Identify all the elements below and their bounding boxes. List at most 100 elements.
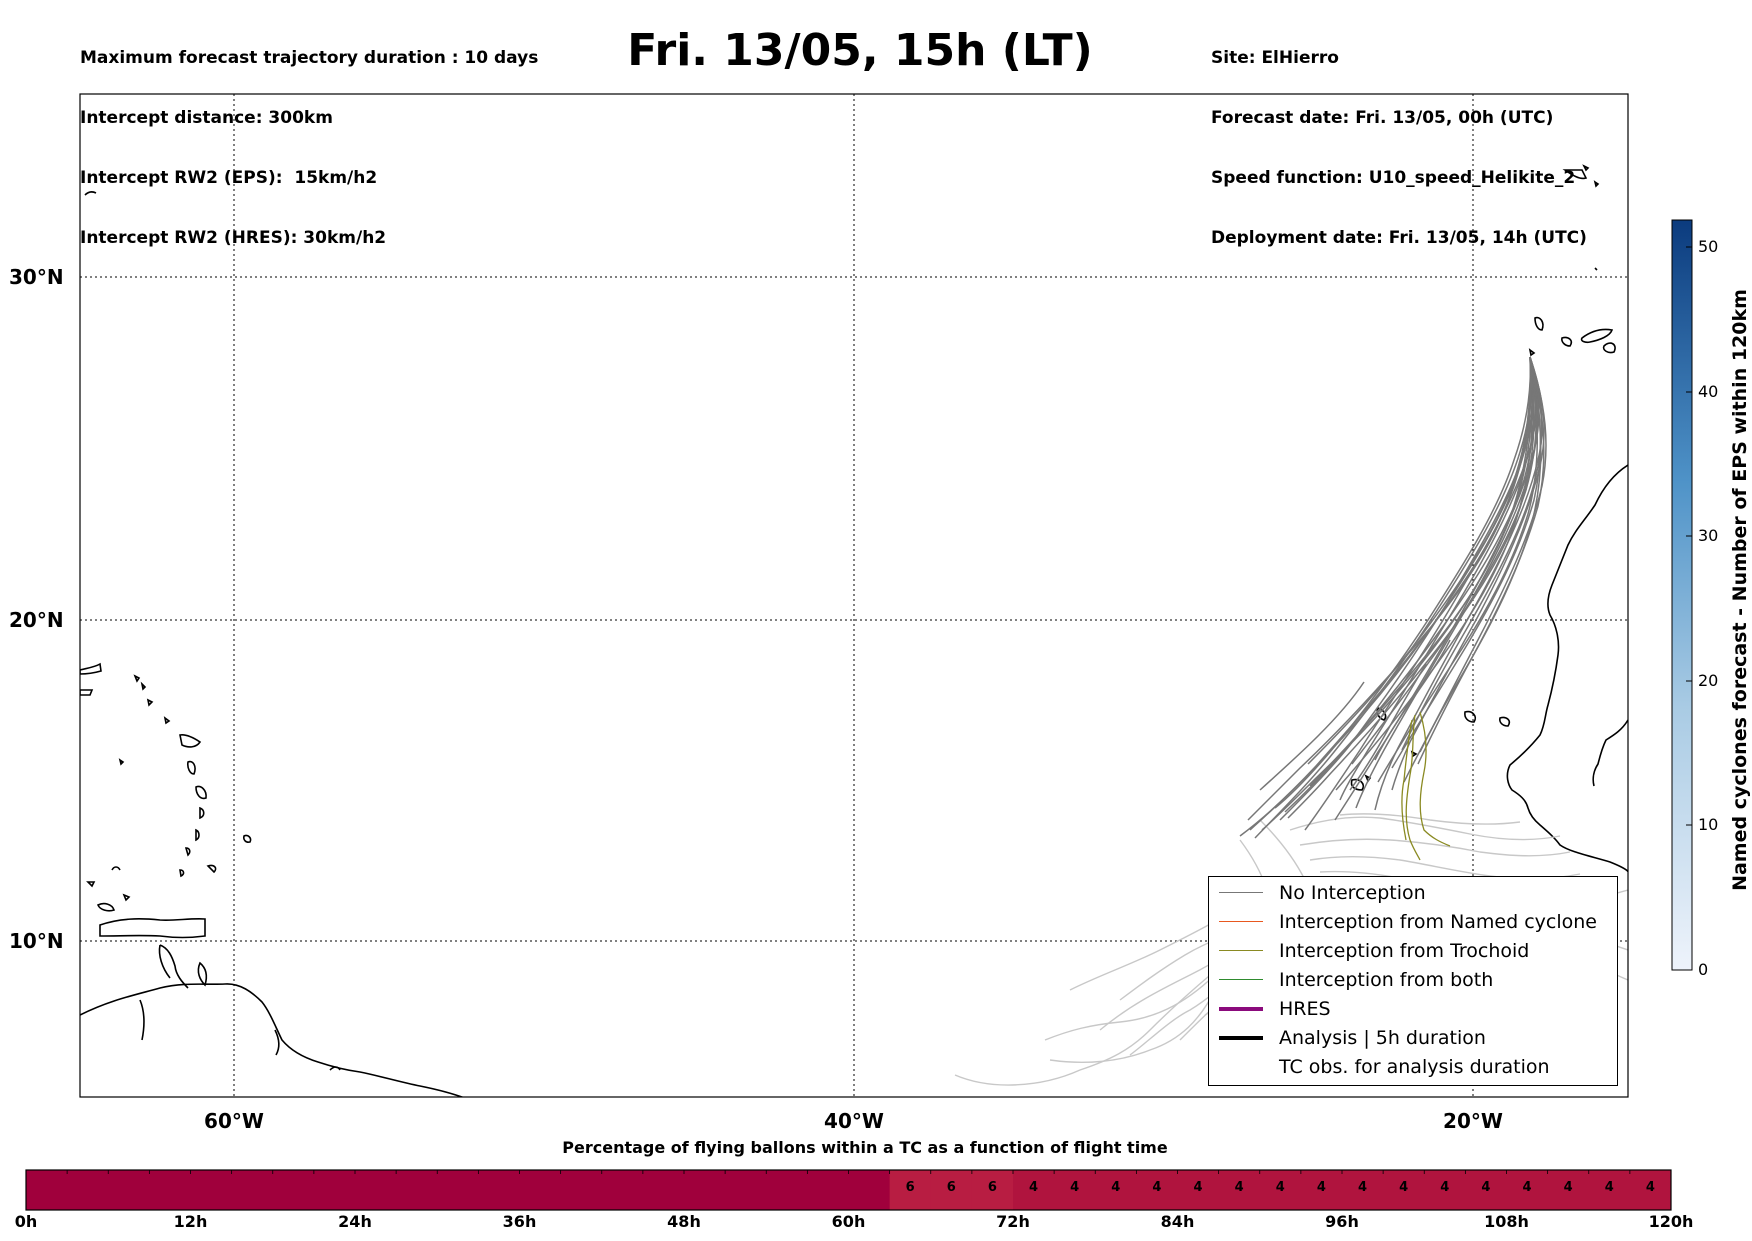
hour-tick-label: 12h	[173, 1212, 208, 1231]
time-bar-cell	[1424, 1170, 1466, 1210]
time-bar-cell	[1013, 1170, 1055, 1210]
time-bar-cell	[930, 1170, 973, 1210]
legend-item-analysis: Analysis | 5h duration	[1215, 1025, 1615, 1051]
time-bar-cell	[1177, 1170, 1220, 1210]
time-bar-value: 4	[1604, 1180, 1614, 1195]
time-bar-cell	[478, 1170, 520, 1210]
time-bar-value: 4	[1234, 1180, 1244, 1195]
time-bar-value: 6	[905, 1180, 915, 1195]
time-bar-value: 4	[1070, 1180, 1080, 1195]
legend-label: Analysis | 5h duration	[1279, 1027, 1486, 1049]
time-bar-cell	[889, 1170, 932, 1210]
time-bar-value: 4	[1563, 1180, 1573, 1195]
time-bar-value: 4	[1399, 1180, 1409, 1195]
time-bar-frame	[25, 1169, 1672, 1211]
time-bar-cell	[1342, 1170, 1384, 1210]
intercept-hres-text: Intercept RW2 (HRES): 30km/h2	[80, 228, 387, 248]
time-bar-cell	[560, 1170, 603, 1210]
legend-label: No Interception	[1279, 882, 1426, 904]
time-bar-cell	[725, 1170, 767, 1210]
time-bar-cell	[437, 1170, 479, 1210]
time-bar-cell	[766, 1170, 808, 1210]
legend-item-trochoid: Interception from Trochoid	[1215, 938, 1615, 964]
time-bar-cell	[1629, 1170, 1672, 1210]
hour-tick-label: 72h	[996, 1212, 1030, 1231]
time-bar-value: 4	[1275, 1180, 1285, 1195]
colorbar-tick-label: 40	[1698, 382, 1719, 401]
time-bar-value: 4	[1316, 1180, 1326, 1195]
time-bar-cell	[231, 1170, 274, 1210]
time-bar-cell	[1383, 1170, 1425, 1210]
caribbean-islands	[80, 191, 252, 912]
hour-tick-label: 36h	[502, 1212, 537, 1231]
time-bar-value: 4	[1440, 1180, 1450, 1195]
legend-item-tc-obs: TC obs. for analysis duration	[1215, 1054, 1615, 1080]
map-legend: No Interception Interception from Named …	[1208, 876, 1618, 1086]
hour-tick-label: 0h	[14, 1212, 38, 1231]
lat-label-30n: 30°N	[9, 265, 64, 289]
time-bar-value: 4	[1152, 1180, 1162, 1195]
time-bar-cell	[601, 1170, 644, 1210]
time-bar-cell	[848, 1170, 891, 1210]
coastline-south-america	[80, 917, 465, 1097]
colorbar-tick-label: 0	[1698, 960, 1709, 979]
trajectories-trochoid	[1401, 711, 1451, 861]
legend-line-named-cyclone	[1219, 921, 1263, 922]
time-bar-cell	[1054, 1170, 1096, 1210]
colorbar-tick-label: 30	[1698, 526, 1719, 545]
lon-label-60w: 60°W	[204, 1109, 264, 1133]
time-bar-value: 4	[1358, 1180, 1368, 1195]
hour-tick-label: 60h	[831, 1212, 866, 1231]
time-bar-cell	[971, 1170, 1014, 1210]
hour-tick-label: 120h	[1648, 1212, 1694, 1231]
time-bar-cell	[1588, 1170, 1631, 1210]
time-bar-value: 4	[1645, 1180, 1655, 1195]
time-bar-cell	[684, 1170, 726, 1210]
header-right-info: Site: ElHierro Forecast date: Fri. 13/05…	[1211, 8, 1587, 268]
time-bar-value: 6	[987, 1180, 997, 1195]
time-bar-cell	[1218, 1170, 1261, 1210]
page-title: Fri. 13/05, 15h (LT)	[627, 25, 1093, 76]
time-bar-cell	[807, 1170, 849, 1210]
colorbar-ticks	[1686, 246, 1692, 826]
hour-tick-label: 24h	[338, 1212, 372, 1231]
time-bar	[25, 1170, 1672, 1210]
time-bar-value: 4	[1522, 1180, 1532, 1195]
hour-tick-label: 108h	[1484, 1212, 1529, 1231]
lat-label-10n: 10°N	[9, 929, 64, 953]
time-bar-cell	[1259, 1170, 1302, 1210]
time-bar-cell	[67, 1170, 109, 1210]
legend-line-trochoid	[1219, 950, 1263, 951]
hour-tick-label: 48h	[667, 1212, 701, 1231]
legend-label: TC obs. for analysis duration	[1279, 1056, 1550, 1078]
header-left-info: Maximum forecast trajectory duration : 1…	[80, 8, 538, 268]
legend-item-hres: HRES	[1215, 996, 1615, 1022]
time-bar-cell	[1547, 1170, 1590, 1210]
time-bar-cell	[355, 1170, 397, 1210]
forecast-date-text: Forecast date: Fri. 13/05, 00h (UTC)	[1211, 108, 1554, 128]
time-bar-cell	[26, 1170, 68, 1210]
legend-item-no-interception: No Interception	[1215, 880, 1615, 906]
legend-line-hres	[1219, 1007, 1263, 1011]
time-bar-caption: Percentage of flying ballons within a TC…	[562, 1138, 1168, 1157]
time-bar-cell	[396, 1170, 438, 1210]
deployment-date-text: Deployment date: Fri. 13/05, 14h (UTC)	[1211, 228, 1587, 248]
hour-tick-label: 96h	[1325, 1212, 1359, 1231]
time-bar-value: 4	[1481, 1180, 1491, 1195]
trajectories-no-interception	[1239, 356, 1547, 839]
time-bar-cell	[149, 1170, 191, 1210]
legend-label: Interception from Named cyclone	[1279, 911, 1597, 933]
intercept-eps-text: Intercept RW2 (EPS): 15km/h2	[80, 168, 378, 188]
time-bar-cell	[108, 1170, 150, 1210]
time-bar-cell	[272, 1170, 315, 1210]
time-bar-cell	[519, 1170, 562, 1210]
colorbar-tick-label: 10	[1698, 815, 1719, 834]
intercept-distance-text: Intercept distance: 300km	[80, 108, 333, 128]
time-bar-cell	[1465, 1170, 1507, 1210]
legend-line-analysis	[1219, 1036, 1263, 1040]
time-bar-cell	[190, 1170, 233, 1210]
legend-label: Interception from both	[1279, 969, 1494, 991]
colorbar-label: Named cyclones forecast - Number of EPS …	[1729, 289, 1751, 891]
time-bar-cell	[313, 1170, 356, 1210]
time-bar-cell	[642, 1170, 685, 1210]
